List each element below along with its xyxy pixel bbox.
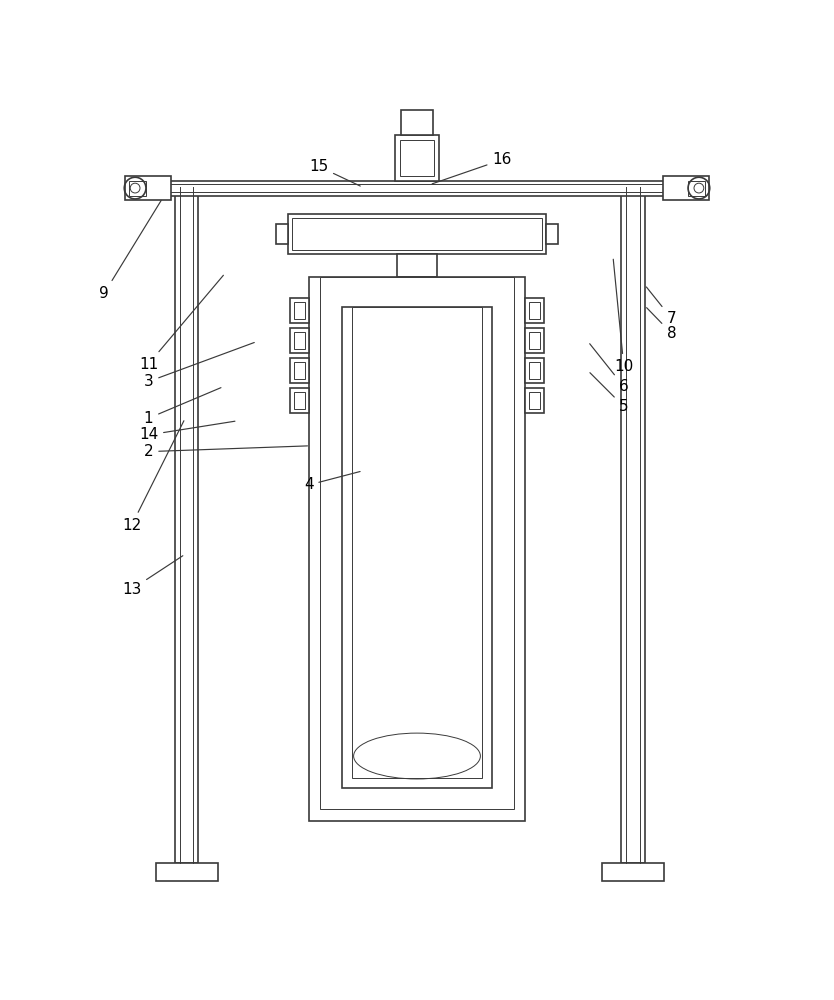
Text: 3: 3: [143, 343, 254, 389]
Bar: [529, 332, 540, 349]
Bar: [401, 110, 433, 135]
Text: 10: 10: [613, 259, 634, 374]
Bar: [525, 388, 544, 413]
Text: 5: 5: [590, 373, 629, 414]
Bar: [397, 254, 437, 277]
Text: 4: 4: [304, 472, 360, 492]
Text: 16: 16: [432, 152, 512, 184]
Bar: [292, 218, 542, 250]
Bar: [546, 224, 558, 244]
Bar: [276, 224, 288, 244]
Text: 6: 6: [590, 344, 629, 394]
Bar: [129, 181, 146, 196]
Bar: [290, 358, 309, 383]
Bar: [352, 307, 482, 778]
Text: 9: 9: [99, 200, 161, 301]
Bar: [155, 863, 219, 881]
Bar: [294, 302, 305, 319]
Text: 15: 15: [309, 159, 360, 186]
Bar: [290, 388, 309, 413]
Bar: [320, 277, 514, 809]
Text: 14: 14: [138, 421, 235, 442]
Bar: [294, 362, 305, 379]
Bar: [529, 362, 540, 379]
Bar: [525, 298, 544, 323]
Bar: [294, 332, 305, 349]
Bar: [400, 140, 434, 176]
Text: 2: 2: [143, 444, 308, 459]
Bar: [125, 176, 171, 200]
Bar: [288, 214, 546, 254]
Text: 13: 13: [122, 556, 183, 597]
Bar: [395, 135, 439, 181]
Text: 12: 12: [122, 421, 184, 533]
Text: 7: 7: [646, 287, 676, 326]
Text: 11: 11: [138, 275, 224, 372]
Bar: [290, 328, 309, 353]
Bar: [175, 187, 198, 863]
Bar: [529, 392, 540, 409]
Text: 8: 8: [646, 308, 676, 341]
Bar: [601, 863, 664, 881]
Bar: [688, 181, 705, 196]
Bar: [342, 307, 492, 788]
Bar: [529, 302, 540, 319]
Bar: [129, 181, 705, 196]
Bar: [133, 184, 701, 192]
Bar: [294, 392, 305, 409]
Bar: [525, 328, 544, 353]
Text: 1: 1: [143, 388, 221, 426]
Bar: [290, 298, 309, 323]
Bar: [663, 176, 709, 200]
Bar: [309, 277, 525, 821]
Bar: [621, 187, 645, 863]
Bar: [525, 358, 544, 383]
